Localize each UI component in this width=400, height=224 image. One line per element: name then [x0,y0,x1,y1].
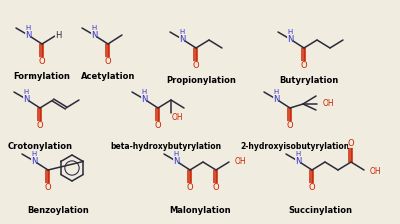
Text: H: H [31,151,37,157]
Text: O: O [301,62,307,71]
Text: O: O [39,58,45,67]
Text: H: H [179,29,185,35]
Text: beta-hydroxybutyrylation: beta-hydroxybutyrylation [110,142,222,151]
Text: O: O [45,183,51,192]
Text: OH: OH [172,114,184,123]
Text: Acetylation: Acetylation [81,72,135,81]
Text: H: H [273,89,279,95]
Text: H: H [91,25,97,31]
Text: H: H [295,151,301,157]
Text: Propionylation: Propionylation [166,76,236,85]
Text: O: O [309,183,315,192]
Text: H: H [55,30,61,39]
Text: H: H [141,89,147,95]
Text: O: O [213,183,219,192]
Text: O: O [187,183,193,192]
Text: O: O [37,121,43,131]
Text: O: O [105,58,111,67]
Text: N: N [25,30,31,39]
Text: N: N [287,34,293,43]
Text: Malonylation: Malonylation [169,206,231,215]
Text: N: N [295,157,301,166]
Text: O: O [193,62,199,71]
Text: N: N [23,95,29,103]
Text: H: H [23,89,29,95]
Text: N: N [173,157,179,166]
Text: Crotonylation: Crotonylation [8,142,72,151]
Text: N: N [91,30,97,39]
Text: N: N [31,157,37,166]
Text: H: H [25,25,31,31]
Text: N: N [179,34,185,43]
Text: Formylation: Formylation [14,72,70,81]
Text: Butyrylation: Butyrylation [279,76,339,85]
Text: OH: OH [323,99,335,108]
Text: Benzoylation: Benzoylation [27,206,89,215]
Text: O: O [348,140,354,149]
Text: N: N [141,95,147,103]
Text: H: H [287,29,293,35]
Text: 2-hydroxyisobutyrylation: 2-hydroxyisobutyrylation [240,142,350,151]
Text: OH: OH [370,166,382,175]
Text: H: H [173,151,179,157]
Text: N: N [273,95,279,103]
Text: OH: OH [235,157,247,166]
Text: O: O [287,121,293,131]
Text: Succinylation: Succinylation [288,206,352,215]
Text: O: O [155,121,161,131]
